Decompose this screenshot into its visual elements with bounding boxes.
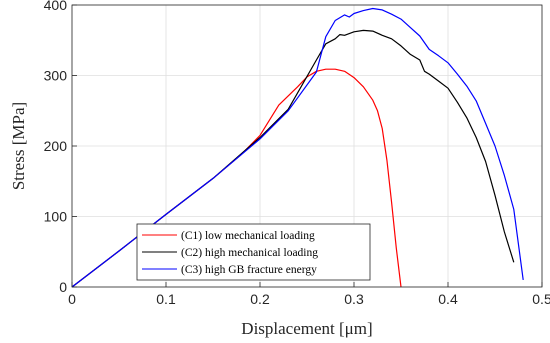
x-axis-label: Displacement [μm] [241,319,372,338]
y-tick-label: 100 [44,209,68,225]
legend-label-c1: (C1) low mechanical loading [181,230,315,242]
x-tick-label: 0.2 [250,291,270,307]
series-lines [71,7,524,288]
x-tick-label: 0.3 [344,291,364,307]
x-tick-label: 0.5 [532,291,550,307]
x-tick-label: 0.4 [438,291,458,307]
x-tick-label: 0.1 [156,291,176,307]
legend-label-c3: (C3) high GB fracture energy [181,264,317,276]
axis-ticks: 0 0.1 0.2 0.3 0.4 0.5 0 100 200 300 400 [44,0,550,307]
y-tick-label: 0 [59,279,67,295]
series-line-c2 [71,29,515,288]
series-line-c3 [71,7,524,288]
legend: (C1) low mechanical loading (C2) high me… [136,223,371,281]
y-tick-label: 300 [44,68,68,84]
legend-label-c2: (C2) high mechanical loading [181,247,318,259]
x-tick-label: 0 [68,291,76,307]
y-tick-label: 200 [44,138,68,154]
y-axis-label: Stress [MPa] [9,102,28,190]
y-tick-label: 400 [44,0,68,13]
